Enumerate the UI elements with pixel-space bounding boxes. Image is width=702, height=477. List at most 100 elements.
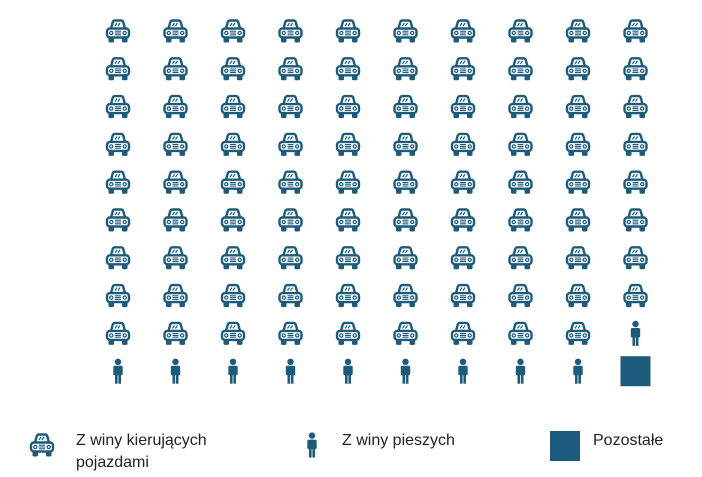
person-icon: [400, 358, 411, 384]
car-icon: [335, 57, 361, 82]
car-icon: [393, 321, 418, 347]
car-icon: [508, 246, 533, 271]
car-icon: [565, 19, 591, 44]
car-icon: [393, 170, 418, 195]
car-icon: [450, 132, 476, 158]
square-icon: [620, 356, 651, 387]
car-icon: [565, 170, 591, 195]
person-icon: [170, 358, 181, 384]
car-icon: [335, 283, 361, 309]
person-icon: [228, 358, 238, 384]
car-icon: [278, 170, 303, 195]
legend-square: [550, 431, 580, 461]
car-icon: [220, 19, 246, 44]
car-icon: [278, 321, 303, 347]
car-icon: [163, 321, 188, 347]
car-icon: [565, 208, 591, 233]
car-icon: [278, 132, 303, 158]
car-icon: [508, 19, 533, 44]
car-icon: [105, 132, 131, 158]
car-icon: [450, 19, 476, 44]
car-icon: [623, 246, 648, 271]
car-icon: [278, 57, 303, 82]
car-icon: [623, 19, 648, 44]
car-icon: [565, 132, 591, 158]
car-icon: [278, 19, 303, 44]
car-icon: [220, 57, 246, 82]
car-icon: [393, 132, 418, 158]
car-icon: [508, 57, 533, 82]
car-icon: [278, 208, 303, 233]
car-icon: [450, 283, 476, 309]
car-icon: [623, 208, 648, 233]
car-icon: [105, 57, 131, 82]
car-icon: [163, 94, 188, 120]
car-icon: [450, 57, 476, 82]
person-icon: [458, 358, 468, 384]
car-icon: [450, 170, 476, 195]
car-icon: [220, 132, 246, 158]
car-icon: [278, 94, 303, 120]
car-icon: [393, 19, 418, 44]
person-icon: [113, 358, 123, 384]
car-icon: [565, 246, 591, 271]
car-icon: [335, 170, 361, 195]
car-icon: [393, 283, 418, 309]
car-icon: [220, 246, 246, 271]
legend-car: [29, 433, 55, 458]
car-icon: [565, 321, 591, 347]
car-icon: [163, 283, 188, 309]
car-icon: [105, 208, 131, 233]
car-icon: [278, 246, 303, 271]
car-icon: [220, 94, 246, 120]
car-icon: [335, 19, 361, 44]
car-icon: [105, 94, 131, 120]
car-icon: [335, 321, 361, 347]
car-icon: [565, 94, 591, 120]
car-icon: [220, 170, 246, 195]
car-icon: [508, 283, 533, 309]
car-icon: [393, 57, 418, 82]
person-icon: [630, 320, 641, 346]
legend-label: Pozostałe: [593, 432, 664, 449]
car-icon: [508, 132, 533, 158]
car-icon: [508, 321, 533, 347]
car-icon: [335, 94, 361, 120]
car-icon: [335, 132, 361, 158]
car-icon: [623, 57, 648, 82]
legend-label: Z winy kierujących pojazdami: [76, 432, 207, 471]
car-icon: [220, 283, 246, 309]
car-icon: [163, 246, 188, 271]
car-icon: [163, 19, 188, 44]
person-icon: [573, 358, 583, 384]
car-icon: [393, 208, 418, 233]
car-icon: [163, 170, 188, 195]
car-icon: [105, 321, 131, 347]
legend-label: Z winy pieszych: [342, 432, 455, 449]
car-icon: [565, 57, 591, 82]
car-icon: [163, 208, 188, 233]
car-icon: [508, 94, 533, 120]
car-icon: [220, 208, 246, 233]
car-icon: [105, 19, 131, 44]
car-icon: [450, 94, 476, 120]
car-icon: [335, 208, 361, 233]
car-icon: [508, 170, 533, 195]
car-icon: [623, 170, 648, 195]
car-icon: [335, 246, 361, 271]
car-icon: [508, 208, 533, 233]
legend-person: [307, 432, 317, 458]
car-icon: [450, 321, 476, 347]
car-icon: [105, 170, 131, 195]
person-icon: [515, 358, 526, 384]
car-icon: [163, 57, 188, 82]
car-icon: [393, 94, 418, 120]
car-icon: [623, 283, 648, 309]
car-icon: [105, 246, 131, 271]
car-icon: [565, 283, 591, 309]
person-icon: [285, 358, 296, 384]
car-icon: [623, 94, 648, 120]
car-icon: [450, 246, 476, 271]
